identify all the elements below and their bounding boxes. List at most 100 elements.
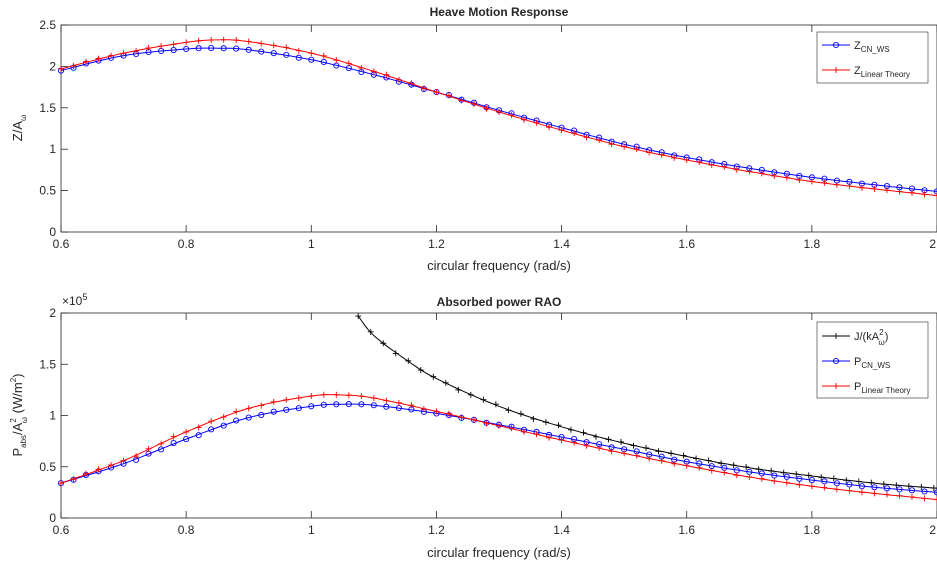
data-point bbox=[893, 482, 900, 489]
data-point bbox=[832, 41, 840, 49]
data-point bbox=[220, 422, 227, 429]
data-point bbox=[680, 452, 687, 459]
data-point bbox=[655, 448, 662, 455]
data-point bbox=[708, 467, 715, 474]
data-point bbox=[558, 127, 565, 134]
data-point bbox=[333, 57, 340, 64]
data-point bbox=[370, 395, 377, 402]
data-point bbox=[233, 408, 240, 415]
data-point bbox=[408, 80, 415, 87]
data-point bbox=[283, 44, 290, 51]
data-point bbox=[621, 450, 628, 457]
data-point bbox=[580, 429, 587, 436]
data-point bbox=[433, 408, 440, 415]
data-point bbox=[295, 54, 302, 61]
data-point bbox=[871, 185, 878, 192]
data-point bbox=[646, 149, 653, 156]
data-point bbox=[771, 478, 778, 485]
data-point bbox=[283, 406, 290, 413]
data-point bbox=[170, 47, 177, 54]
axis-multiplier: ×105 bbox=[62, 292, 87, 308]
data-point bbox=[758, 475, 765, 482]
data-point bbox=[95, 55, 102, 62]
x-tick-label: 1.2 bbox=[428, 237, 445, 251]
data-point bbox=[693, 455, 700, 462]
x-tick-label: 1.8 bbox=[804, 523, 821, 537]
data-point bbox=[170, 41, 177, 48]
data-point bbox=[83, 470, 90, 477]
legend-label: PCN_WS bbox=[854, 356, 890, 370]
data-point bbox=[808, 477, 815, 484]
data-point bbox=[592, 433, 599, 440]
data-point bbox=[696, 159, 703, 166]
data-point bbox=[120, 50, 127, 57]
data-point bbox=[295, 405, 302, 412]
y-tick-label: 0 bbox=[49, 511, 56, 525]
data-point bbox=[618, 438, 625, 445]
series-line bbox=[60, 394, 937, 501]
data-point bbox=[880, 481, 887, 488]
data-point bbox=[483, 105, 490, 112]
data-point bbox=[480, 396, 487, 403]
data-point bbox=[905, 483, 912, 490]
data-point bbox=[671, 154, 678, 161]
data-point bbox=[208, 37, 215, 44]
data-point bbox=[896, 188, 903, 195]
data-point bbox=[195, 37, 202, 44]
data-point bbox=[208, 418, 215, 425]
data-point bbox=[145, 445, 152, 452]
y-axis: 0 0.5 1 1.5 2 2.5 bbox=[39, 18, 68, 239]
data-point bbox=[930, 485, 937, 492]
data-point bbox=[283, 51, 290, 58]
x-tick-label: 0.8 bbox=[178, 237, 195, 251]
data-point bbox=[233, 417, 240, 424]
data-point bbox=[908, 189, 915, 196]
data-point bbox=[220, 45, 227, 52]
data-point bbox=[833, 67, 839, 73]
data-point bbox=[796, 481, 803, 488]
data-point bbox=[183, 39, 190, 46]
data-point bbox=[283, 396, 290, 403]
data-point bbox=[934, 192, 937, 199]
legend-label: PLinear Theory bbox=[854, 381, 911, 395]
data-point bbox=[120, 457, 127, 464]
data-point bbox=[721, 469, 728, 476]
data-point bbox=[195, 45, 202, 52]
data-point bbox=[83, 58, 90, 65]
data-point bbox=[392, 350, 399, 357]
data-point bbox=[746, 168, 753, 175]
x-tick-label: 1.4 bbox=[553, 523, 570, 537]
data-point bbox=[517, 410, 524, 417]
data-point bbox=[683, 156, 690, 163]
y-axis-label: Z/Aω bbox=[10, 115, 28, 141]
data-point bbox=[395, 76, 402, 83]
data-point bbox=[133, 47, 140, 54]
data-point bbox=[170, 440, 177, 447]
data-point bbox=[320, 401, 327, 408]
y-tick-label: 1 bbox=[49, 142, 56, 156]
data-point bbox=[933, 489, 937, 496]
data-point bbox=[108, 52, 115, 59]
data-point bbox=[830, 475, 837, 482]
data-point bbox=[521, 428, 528, 435]
data-point bbox=[208, 426, 215, 433]
data-point bbox=[883, 187, 890, 194]
x-tick-label: 2 bbox=[929, 237, 936, 251]
y-tick-label: 0.5 bbox=[39, 460, 56, 474]
data-point bbox=[668, 450, 675, 457]
data-point bbox=[555, 422, 562, 429]
y-tick-label: 1.5 bbox=[39, 357, 56, 371]
data-point bbox=[746, 474, 753, 480]
data-point bbox=[658, 151, 665, 158]
x-axis-label: circular frequency (rad/s) bbox=[427, 258, 571, 273]
x-axis: 0.6 0.8 1 1.2 1.4 1.6 1.8 2 bbox=[53, 313, 937, 537]
x-tick-label: 0.6 bbox=[53, 523, 70, 537]
data-point bbox=[921, 495, 928, 502]
y-tick-label: 1 bbox=[49, 409, 56, 423]
data-point bbox=[108, 461, 115, 468]
data-point bbox=[270, 50, 277, 57]
data-point bbox=[470, 100, 477, 107]
data-point bbox=[821, 484, 828, 491]
data-point bbox=[583, 442, 590, 449]
